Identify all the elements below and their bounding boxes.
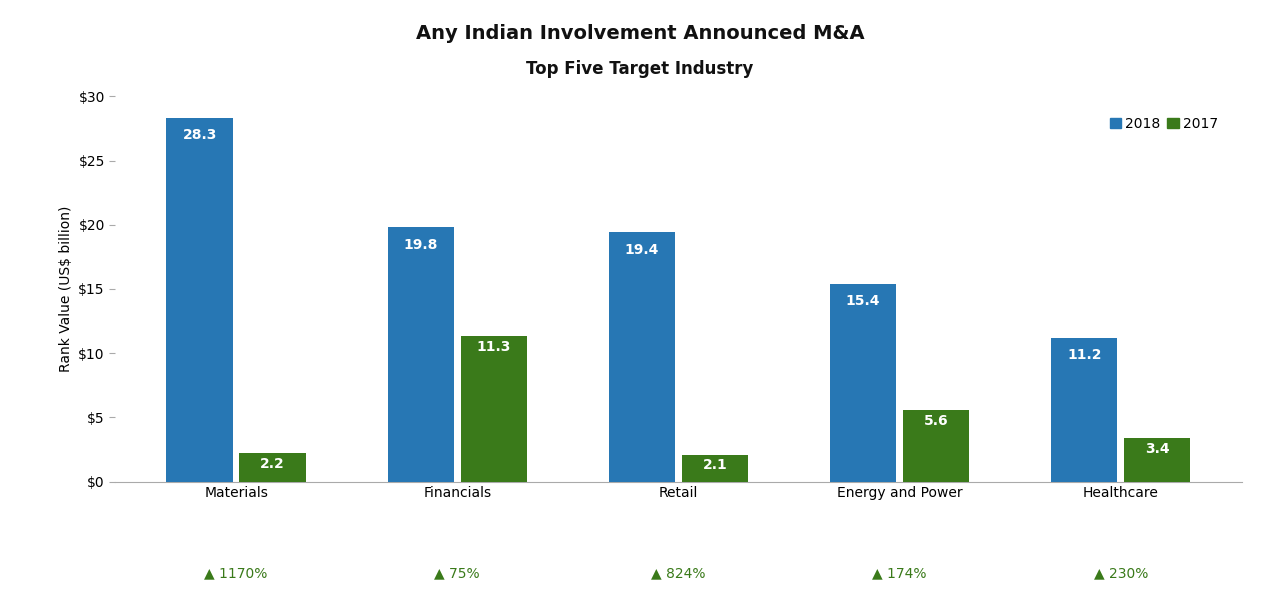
Bar [461,337,527,482]
Text: 19.8: 19.8 [403,238,438,252]
Text: 5.6: 5.6 [924,414,948,427]
Text: 28.3: 28.3 [182,128,216,143]
Text: ▲ 230%: ▲ 230% [1093,566,1148,580]
Text: Any Indian Involvement Announced M&A: Any Indian Involvement Announced M&A [416,24,864,43]
Text: Top Five Target Industry: Top Five Target Industry [526,60,754,78]
Bar [682,455,748,482]
Bar [829,284,896,482]
Text: 15.4: 15.4 [846,294,881,308]
Text: 2.2: 2.2 [260,457,285,471]
Text: 3.4: 3.4 [1144,442,1170,456]
Bar [1124,438,1190,482]
Bar [902,410,969,482]
Text: ▲ 75%: ▲ 75% [434,566,480,580]
Bar [388,228,454,482]
Bar [609,232,675,482]
Text: 11.3: 11.3 [476,340,511,355]
Bar [239,453,306,482]
Text: ▲ 824%: ▲ 824% [652,566,705,580]
Text: ▲ 1170%: ▲ 1170% [205,566,268,580]
Text: 11.2: 11.2 [1068,348,1102,362]
Bar [1051,338,1117,482]
Text: 2.1: 2.1 [703,459,727,473]
Text: ▲ 174%: ▲ 174% [872,566,927,580]
Y-axis label: Rank Value (US$ billion): Rank Value (US$ billion) [59,206,73,372]
Text: 19.4: 19.4 [625,243,659,256]
Legend: 2018, 2017: 2018, 2017 [1105,111,1224,136]
Bar [166,118,233,482]
